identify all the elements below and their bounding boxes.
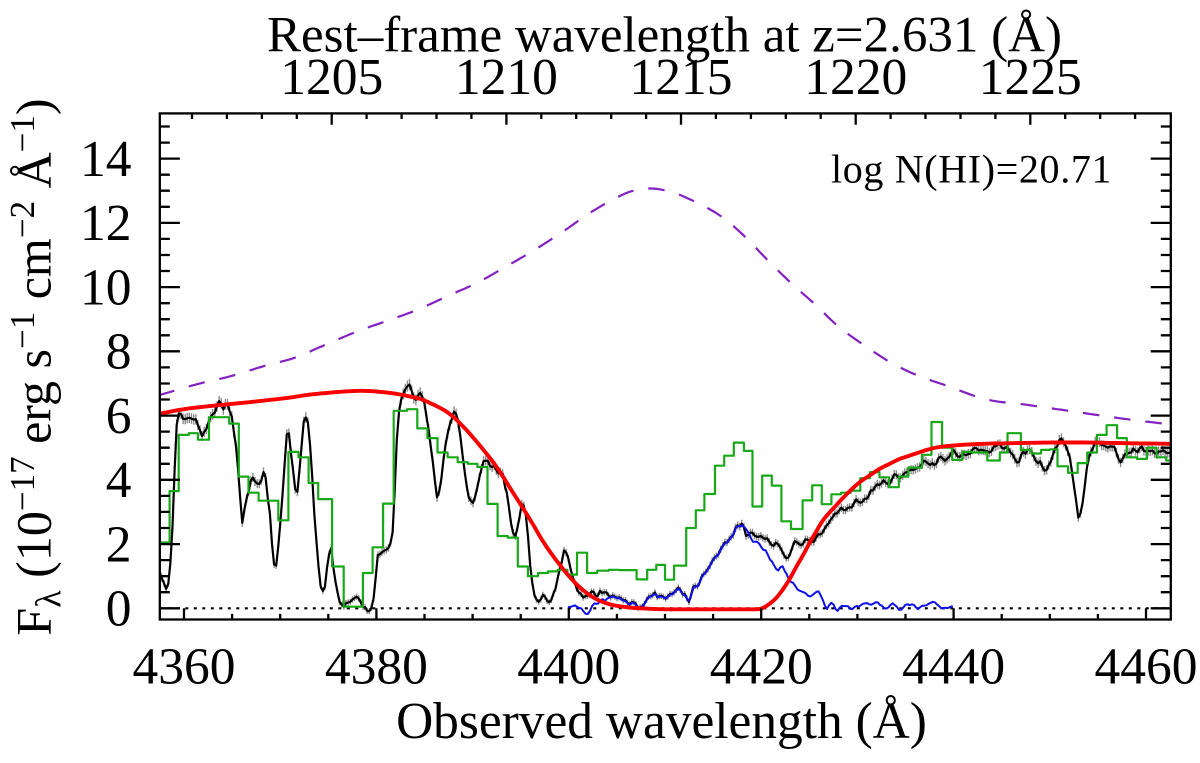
svg-text:Observed wavelength (Å): Observed wavelength (Å)	[396, 693, 927, 750]
svg-text:1205: 1205	[280, 49, 383, 106]
svg-text:1220: 1220	[804, 49, 907, 106]
svg-text:log N(HI)=20.71: log N(HI)=20.71	[831, 146, 1112, 191]
svg-text:4420: 4420	[710, 639, 813, 696]
svg-text:6: 6	[106, 388, 132, 445]
svg-text:10: 10	[80, 259, 132, 316]
svg-text:14: 14	[80, 131, 132, 188]
svg-text:2: 2	[106, 516, 132, 573]
svg-text:Fλ (10−17 erg s−1 cm−2 Å−1): Fλ (10−17 erg s−1 cm−2 Å−1)	[3, 98, 69, 635]
svg-text:8: 8	[106, 324, 132, 381]
svg-text:4440: 4440	[902, 639, 1005, 696]
svg-text:1225: 1225	[979, 49, 1082, 106]
svg-text:4380: 4380	[325, 639, 428, 696]
svg-text:4460: 4460	[1095, 639, 1198, 696]
svg-text:1215: 1215	[630, 49, 733, 106]
svg-text:1210: 1210	[455, 49, 558, 106]
svg-text:4400: 4400	[517, 639, 620, 696]
svg-text:4: 4	[106, 452, 132, 509]
svg-text:Rest–frame wavelength at z=2.6: Rest–frame wavelength at z=2.631 (Å)	[267, 7, 1062, 63]
svg-text:4360: 4360	[133, 639, 236, 696]
svg-text:12: 12	[80, 195, 132, 252]
svg-text:0: 0	[106, 581, 132, 638]
